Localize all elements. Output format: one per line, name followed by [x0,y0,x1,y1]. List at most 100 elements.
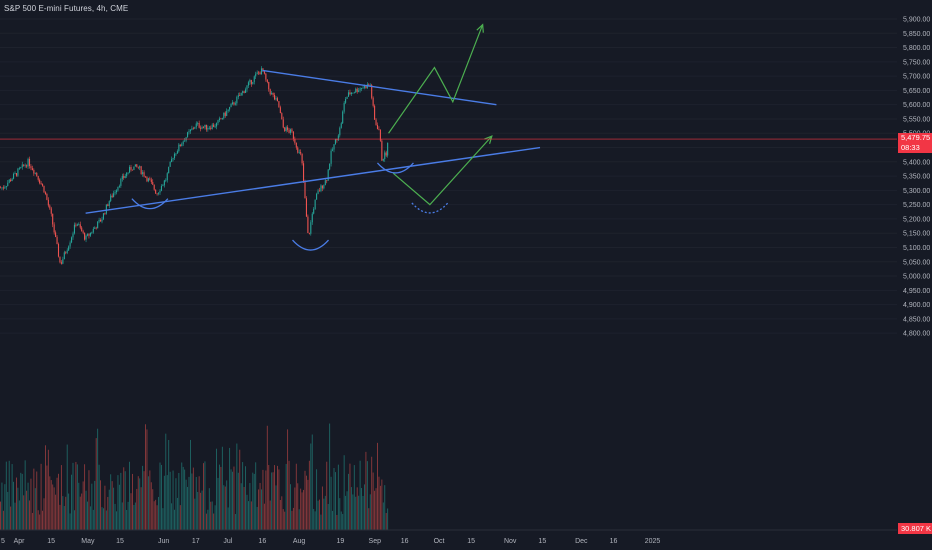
candle-body [343,102,345,112]
volume-bar [217,477,219,530]
candle-body [337,135,339,141]
time-axis[interactable]: 5 Apr 15 May 15 Jun 17 Jul 16 Aug 19 Sep 16 Oct 15 Nov 1… [1,538,660,545]
candle-body [258,72,260,74]
candle-body [126,173,128,177]
volume-bar [342,513,344,530]
x-tick-label: 16 [258,538,266,545]
volume-bar [92,509,94,530]
candle-body [311,213,313,223]
volume-bar [227,507,229,530]
candle-body [127,172,129,174]
candle-body [100,219,102,222]
volume-bar [204,461,206,530]
candle-body [136,164,138,167]
candle-body [0,187,2,189]
candle-body [272,92,274,95]
volume-bar [345,495,347,530]
candle-body [37,175,39,180]
candle-body [179,144,181,147]
volume-bar [184,469,186,530]
candle-body [23,164,25,166]
candle-body [149,178,151,180]
volume-bar [152,489,154,530]
candle-body [210,127,212,129]
y-tick-label: 5,250.00 [903,202,930,209]
volume-bar [271,472,273,530]
y-tick-label: 4,800.00 [903,331,930,338]
candle-body [376,124,379,130]
volume-bar [333,467,335,530]
candle-body [223,112,225,119]
volume-bar [21,473,23,530]
candle-body [263,71,265,74]
candle-body [194,127,196,129]
volume-bar [82,481,84,530]
candle-body [381,140,383,161]
volume-bar [385,513,387,530]
bullish-path [388,24,484,134]
candle-body [253,76,255,82]
volume-bar [52,484,54,530]
candle-body [62,259,64,264]
volume-bar [195,476,197,530]
volume-bar [166,475,168,530]
candle-body [324,180,326,186]
volume-bar [136,488,138,530]
volume-bar [18,500,20,530]
volume-bar [162,508,164,530]
volume-bar [132,473,133,530]
volume-bar [169,471,171,530]
volume-bar [371,456,373,530]
volume-bar [143,471,145,530]
volume-bar [230,469,232,530]
candle-body [330,150,332,164]
volume-bar [46,465,48,530]
candle-body [40,183,42,185]
y-tick-label: 5,600.00 [903,102,930,109]
candle-body [365,85,367,89]
candle-body [327,169,329,181]
candle-body [2,187,4,189]
volume-bar [176,497,178,530]
volume-bar [192,467,194,530]
candle-body [117,186,119,191]
candles [0,66,389,265]
volume-badge: 30.807 K [898,523,932,534]
candle-body [192,128,194,130]
volume-bar [47,449,49,530]
candle-body [346,96,348,99]
candle-body [305,198,307,217]
candle-body [65,252,67,254]
volume-bar [188,476,190,530]
candle-body [342,111,344,124]
volume-bar [50,480,52,530]
candle-body [89,232,91,236]
volume-bar [229,447,231,530]
candle-body [198,123,200,128]
candle-body [220,118,222,120]
volume-bar [58,473,59,530]
candle-body [226,110,228,116]
price-axis[interactable]: 5,900.00 5,850.00 5,800.00 5,750.00 5,700.00… [903,17,930,338]
volume-bar [310,443,312,530]
volume-bar [29,500,30,530]
y-tick-label: 5,050.00 [903,259,930,266]
candle-body [178,144,180,152]
volume-bar [256,506,258,530]
volume-bar [174,509,175,530]
candle-body [292,131,294,139]
candle-body [246,85,248,90]
volume-bar [316,469,318,530]
volume-bar [159,462,161,530]
volume-bar [253,473,255,530]
volume-bar [285,463,287,530]
drawing-annotations[interactable] [85,23,541,251]
candle-body [39,179,41,184]
volume-bar [66,444,68,530]
volume-bar [17,487,19,530]
candle-body [121,176,123,179]
volume-bar [208,488,210,530]
volume-bar [49,476,51,530]
candle-body [288,129,290,133]
